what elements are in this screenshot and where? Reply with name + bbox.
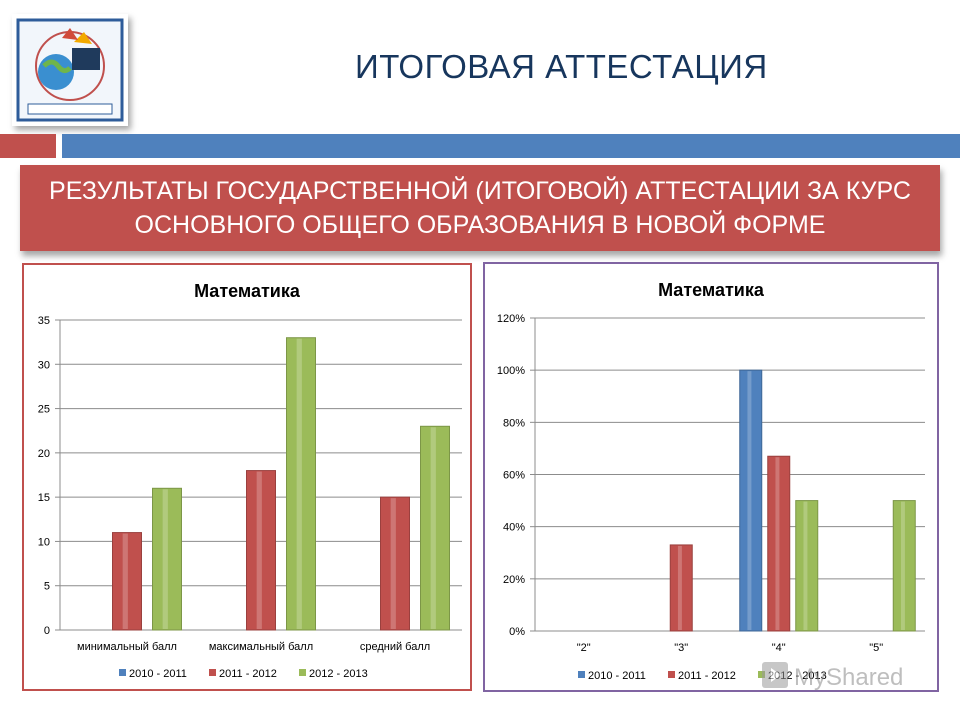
x-tick-label: "2" [577,642,591,654]
chart-panel-grades: Математика 0% 20% 40% 60% 80% 100% 120% "2" "3" "4… [483,262,939,692]
y-tick-label: 20 [38,448,50,460]
y-tick-label: 0% [509,626,525,638]
header-accent-blue [62,134,960,158]
chart-panel-scores: Математика 0 5 10 15 20 25 30 35 минимальный балл… [22,263,472,691]
legend-swatch [578,671,585,678]
legend-label: 2012 - 2013 [309,668,368,680]
x-tick-label: "3" [674,642,688,654]
y-tick-label: 100% [497,365,525,377]
bar-highlight [803,501,808,630]
bar-highlight [390,498,396,629]
section-banner: РЕЗУЛЬТАТЫ ГОСУДАРСТВЕННОЙ (ИТОГОВОЙ) АТ… [20,165,940,251]
y-tick-label: 35 [38,315,50,327]
bar [286,337,316,631]
bar-highlight [747,371,752,630]
y-tick-label: 25 [38,404,50,416]
x-tick-label: средний балл [360,641,430,653]
page-title: ИТОГОВАЯ АТТЕСТАЦИЯ [355,48,768,85]
y-tick-label: 20% [503,574,525,586]
legend-swatch [299,669,306,676]
header-accent-red [0,134,56,158]
bar [380,496,410,631]
legend-label: 2011 - 2012 [219,668,277,680]
legend-swatch [758,671,765,678]
banner-text: РЕЗУЛЬТАТЫ ГОСУДАРСТВЕННОЙ (ИТОГОВОЙ) АТ… [49,177,911,239]
y-tick-label: 60% [503,470,525,482]
y-tick-label: 40% [503,522,525,534]
x-tick-label: минимальный балл [77,641,177,653]
scores-bar-chart: Математика 0 5 10 15 20 25 30 35 минимальный балл… [38,281,462,680]
bar-highlight [162,489,168,629]
bar [246,470,276,631]
x-tick-label: максимальный балл [209,641,313,653]
bar-highlight [122,533,128,629]
bar [739,369,763,632]
bar-highlight [430,427,436,629]
y-tick-label: 120% [497,313,525,325]
y-tick-label: 0 [44,625,50,637]
bar-highlight [256,471,262,629]
y-tick-label: 30 [38,359,50,371]
bar-highlight [775,457,780,630]
bar [795,500,819,632]
chart-title: Математика [194,281,301,301]
bar-highlight [296,338,302,629]
grades-bar-chart: Математика 0% 20% 40% 60% 80% 100% 120% "2" "3" "4… [497,280,925,682]
bar-highlight [677,545,682,630]
legend-label: 2010 - 2011 [129,668,187,680]
bar [669,544,693,632]
x-tick-label: "5" [869,642,883,654]
bar [420,425,450,631]
legend-label: 2011 - 2012 [678,670,736,682]
y-tick-label: 5 [44,581,50,593]
bar-highlight [900,501,905,630]
legend-swatch [119,669,126,676]
bar [892,500,916,632]
chart-title: Математика [658,280,765,300]
legend-label: 2010 - 2011 [588,670,646,682]
bar [112,532,142,631]
y-tick-label: 15 [38,492,50,504]
legend-swatch [209,669,216,676]
y-tick-label: 10 [38,536,50,548]
watermark-text: MyShared [794,664,903,691]
y-tick-label: 80% [503,417,525,429]
x-tick-label: "4" [772,642,786,654]
watermark: MyShared [762,662,903,691]
school-logo [12,14,128,126]
legend-swatch [668,671,675,678]
bar [152,487,182,631]
bar [767,455,791,632]
